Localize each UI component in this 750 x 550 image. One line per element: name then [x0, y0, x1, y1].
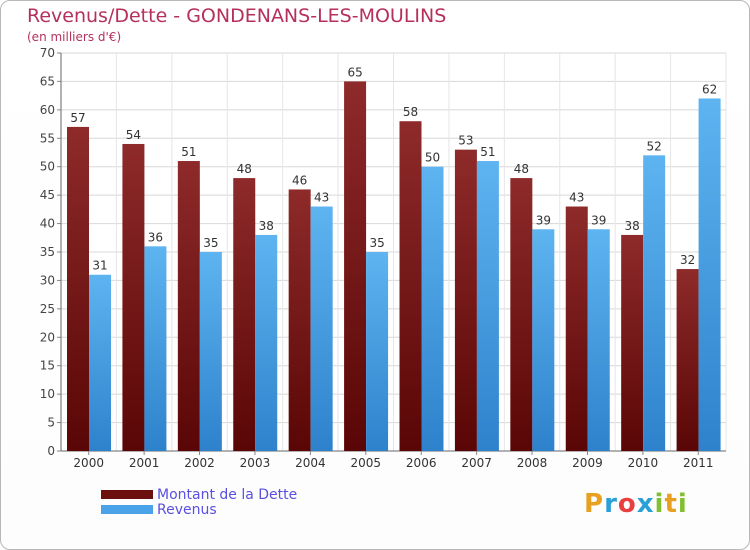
legend-swatch-dette — [101, 490, 153, 499]
y-tick-label: 40 — [40, 217, 55, 231]
data-label-dette: 53 — [458, 134, 473, 148]
bar-revenus — [255, 234, 278, 451]
data-label-revenus: 31 — [92, 259, 107, 273]
logo-letter: r — [604, 489, 618, 519]
y-tick-label: 65 — [40, 74, 55, 88]
data-label-dette: 38 — [625, 219, 640, 233]
legend-label-revenus: Revenus — [157, 501, 217, 518]
bar-revenus — [310, 206, 333, 451]
y-tick-label: 10 — [40, 387, 55, 401]
data-label-dette: 54 — [126, 128, 141, 142]
x-tick-label: 2007 — [461, 456, 492, 470]
x-tick-label: 2009 — [572, 456, 603, 470]
x-tick-label: 2011 — [683, 456, 714, 470]
logo-letter: t — [664, 489, 678, 519]
data-label-dette: 43 — [569, 191, 584, 205]
bar-revenus — [532, 229, 555, 451]
data-label-revenus: 52 — [647, 139, 662, 153]
data-label-revenus: 39 — [536, 213, 551, 227]
data-label-revenus: 35 — [369, 236, 384, 250]
bar-dette — [621, 234, 644, 451]
bar-revenus — [587, 229, 610, 451]
x-tick-label: 2005 — [351, 456, 382, 470]
bar-dette — [177, 161, 200, 451]
data-label-revenus: 38 — [259, 219, 274, 233]
data-label-dette: 46 — [292, 173, 307, 187]
data-label-dette: 51 — [181, 145, 196, 159]
bar-dette — [676, 269, 699, 451]
bar-dette — [344, 81, 367, 451]
data-label-dette: 58 — [403, 105, 418, 119]
logo-letter: P — [584, 489, 605, 519]
bar-revenus — [643, 155, 666, 452]
y-tick-label: 15 — [40, 359, 55, 373]
legend-item-revenus: Revenus — [101, 501, 297, 518]
bar-dette — [399, 121, 422, 451]
x-tick-label: 2002 — [184, 456, 215, 470]
x-tick-label: 2001 — [129, 456, 160, 470]
data-label-revenus: 51 — [480, 145, 495, 159]
data-label-dette: 32 — [680, 253, 695, 267]
proxiti-logo: Proxiti — [584, 489, 688, 519]
logo-letter: x — [636, 489, 655, 519]
y-tick-label: 20 — [40, 330, 55, 344]
chart-subtitle: (en milliers d'€) — [27, 30, 122, 44]
bar-revenus — [89, 274, 111, 451]
data-label-revenus: 62 — [702, 82, 717, 96]
data-label-revenus: 36 — [148, 230, 163, 244]
y-tick-label: 35 — [40, 245, 55, 259]
x-tick-label: 2006 — [406, 456, 437, 470]
y-tick-label: 45 — [40, 188, 55, 202]
logo-letter: o — [617, 489, 637, 519]
x-tick-label: 2008 — [517, 456, 548, 470]
bar-revenus — [199, 252, 222, 451]
y-tick-label: 50 — [40, 160, 55, 174]
legend-label-dette: Montant de la Dette — [157, 486, 298, 503]
legend-item-dette: Montant de la Dette — [101, 486, 298, 503]
chart-title: Revenus/Dette - GONDENANS-LES-MOULINS — [27, 5, 447, 27]
y-tick-label: 60 — [40, 103, 55, 117]
bar-revenus — [698, 98, 721, 451]
bar-dette — [510, 178, 533, 452]
x-tick-label: 2004 — [295, 456, 326, 470]
bar-revenus — [476, 161, 499, 451]
data-label-revenus: 43 — [314, 191, 329, 205]
y-tick-label: 55 — [40, 131, 55, 145]
legend: Montant de la Dette Revenus — [101, 486, 298, 518]
bar-revenus — [366, 252, 389, 451]
x-tick-label: 2010 — [628, 456, 659, 470]
logo-letter: i — [654, 489, 665, 519]
data-label-revenus: 39 — [591, 213, 606, 227]
data-label-dette: 57 — [70, 111, 85, 125]
y-tick-label: 0 — [47, 444, 55, 458]
y-tick-label: 70 — [40, 46, 55, 60]
data-label-dette: 65 — [347, 65, 362, 79]
bar-dette — [565, 206, 588, 451]
legend-swatch-revenus — [101, 505, 153, 514]
bar-dette — [122, 143, 145, 451]
x-tick-label: 2003 — [240, 456, 271, 470]
bar-revenus — [421, 166, 444, 451]
data-label-dette: 48 — [237, 162, 252, 176]
bar-dette — [67, 126, 89, 452]
logo-letter: i — [677, 489, 688, 519]
bar-dette — [233, 178, 256, 452]
data-label-revenus: 50 — [425, 151, 440, 165]
bar-revenus — [144, 246, 167, 451]
data-label-revenus: 35 — [203, 236, 218, 250]
data-label-dette: 48 — [514, 162, 529, 176]
x-tick-label: 2000 — [73, 456, 104, 470]
y-tick-label: 5 — [47, 416, 55, 430]
y-tick-label: 30 — [40, 273, 55, 287]
bar-dette — [454, 149, 477, 451]
bar-dette — [288, 189, 311, 451]
y-tick-label: 25 — [40, 302, 55, 316]
